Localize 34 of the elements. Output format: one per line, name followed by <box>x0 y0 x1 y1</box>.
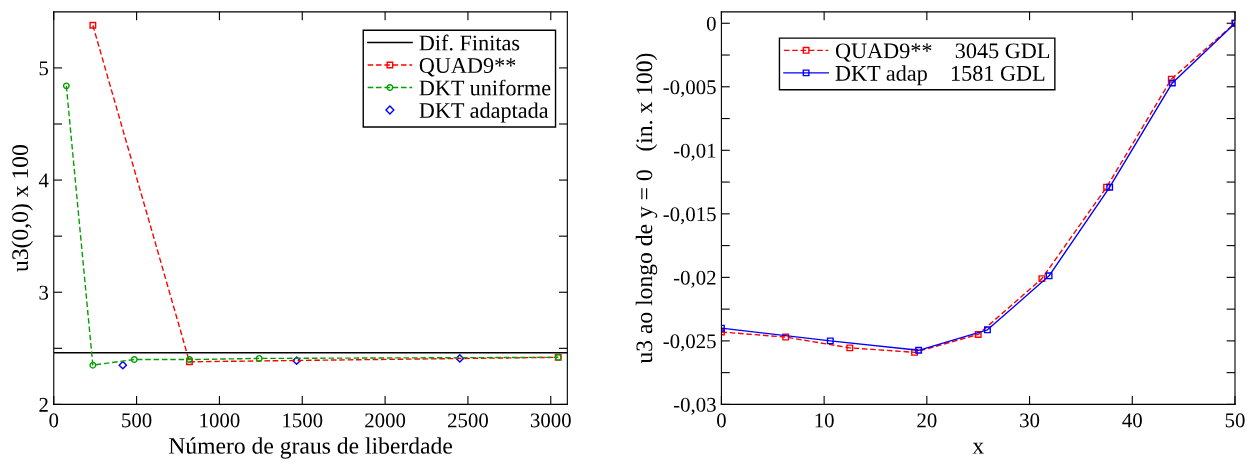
y-tick-label: -0,03 <box>673 397 716 415</box>
x-tick-label: 10 <box>815 413 834 428</box>
x-tick-label: 0 <box>49 413 59 428</box>
y-axis-title: u3 ao longo de y = 0 (in. x 100) <box>635 53 658 364</box>
y-tick-label: 5 <box>39 61 49 76</box>
y-tick-label: -0,015 <box>663 207 716 225</box>
y-tick-label: -0,005 <box>663 80 716 98</box>
x-tick-label: 2500 <box>448 413 488 428</box>
y-tick-label: 2 <box>39 397 48 412</box>
x-tick-label: 40 <box>1122 413 1142 428</box>
y-tick-label: -0,025 <box>663 334 716 352</box>
x-axis-title: x <box>972 442 984 454</box>
x-tick-label: 2000 <box>365 413 406 428</box>
legend-label: DKT adaptada <box>419 102 549 123</box>
legend-label: DKT uniforme <box>419 79 551 96</box>
y-tick-label: 0 <box>706 16 716 31</box>
x-tick-label: 50 <box>1225 413 1245 428</box>
legend-label: Dif. Finitas <box>419 34 520 51</box>
y-tick-label: -0,01 <box>673 143 716 161</box>
legend-label: QUAD9** 3045 GDL <box>835 43 1050 62</box>
x-tick-label: 0 <box>717 413 726 428</box>
x-tick-label: 30 <box>1020 413 1040 428</box>
x-tick-label: 1000 <box>200 413 240 428</box>
legend-label: DKT adap 1581 GDL <box>835 65 1045 86</box>
y-tick-label: 4 <box>38 173 49 188</box>
x-axis-title: Número de graus de liberdade <box>168 437 452 459</box>
x-tick-label: 20 <box>917 413 937 428</box>
x-tick-label: 1500 <box>283 413 323 428</box>
legend-label: QUAD9** <box>419 58 516 77</box>
y-tick-label: 3 <box>39 285 49 300</box>
y-tick-label: -0,02 <box>673 270 716 288</box>
x-tick-label: 500 <box>122 413 152 428</box>
y-axis-title: u3(0,0) x 100 <box>11 145 33 272</box>
x-tick-label: 3000 <box>530 413 571 428</box>
